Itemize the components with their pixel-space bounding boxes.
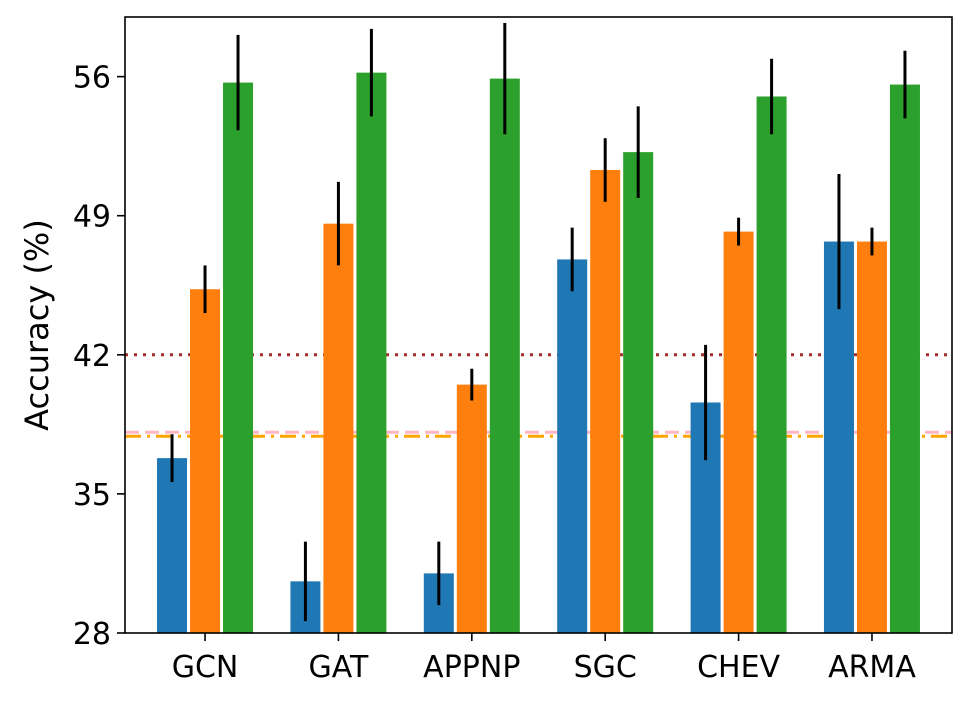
bar-gat-series-2 — [323, 223, 354, 633]
y-tick-label-56: 56 — [73, 61, 111, 96]
bar-gcn-series-2 — [190, 289, 221, 633]
y-tick-label-35: 35 — [73, 478, 111, 513]
bar-gcn-series-3 — [223, 82, 254, 633]
x-axis-ticks: GCN GAT APPNP SGC CHEV ARMA — [172, 633, 916, 685]
plot-frame — [124, 16, 953, 634]
reference-lines — [125, 353, 952, 438]
bar-gcn-series-1 — [157, 458, 188, 633]
bar-chev-series-2 — [723, 231, 754, 633]
x-tick-label-sgc: SGC — [574, 650, 637, 685]
bar-arma-series-2 — [856, 241, 887, 633]
x-tick-label-appnp: APPNP — [423, 650, 520, 685]
y-tick-label-28: 28 — [73, 617, 111, 652]
y-tick-label-49: 49 — [73, 200, 111, 235]
x-tick-label-arma: ARMA — [828, 650, 916, 685]
y-axis-ticks: 28 35 42 49 56 — [73, 61, 125, 652]
bar-sgc-series-1 — [557, 259, 588, 633]
x-tick-label-gcn: GCN — [172, 650, 239, 685]
y-tick-label-42: 42 — [73, 339, 111, 374]
bar-appnp-series-2 — [456, 384, 487, 633]
bar-sgc-series-2 — [590, 170, 621, 633]
bar-gat-series-3 — [356, 72, 387, 633]
bar-sgc-series-3 — [623, 152, 654, 634]
bar-chev-series-3 — [756, 96, 787, 633]
error-bars — [170, 22, 907, 622]
bars — [157, 72, 920, 634]
x-tick-label-chev: CHEV — [697, 650, 780, 685]
bar-arma-series-3 — [889, 84, 920, 634]
y-axis-label: Accuracy (%) — [18, 219, 56, 431]
x-tick-label-gat: GAT — [309, 650, 369, 685]
bar-appnp-series-3 — [489, 78, 520, 634]
